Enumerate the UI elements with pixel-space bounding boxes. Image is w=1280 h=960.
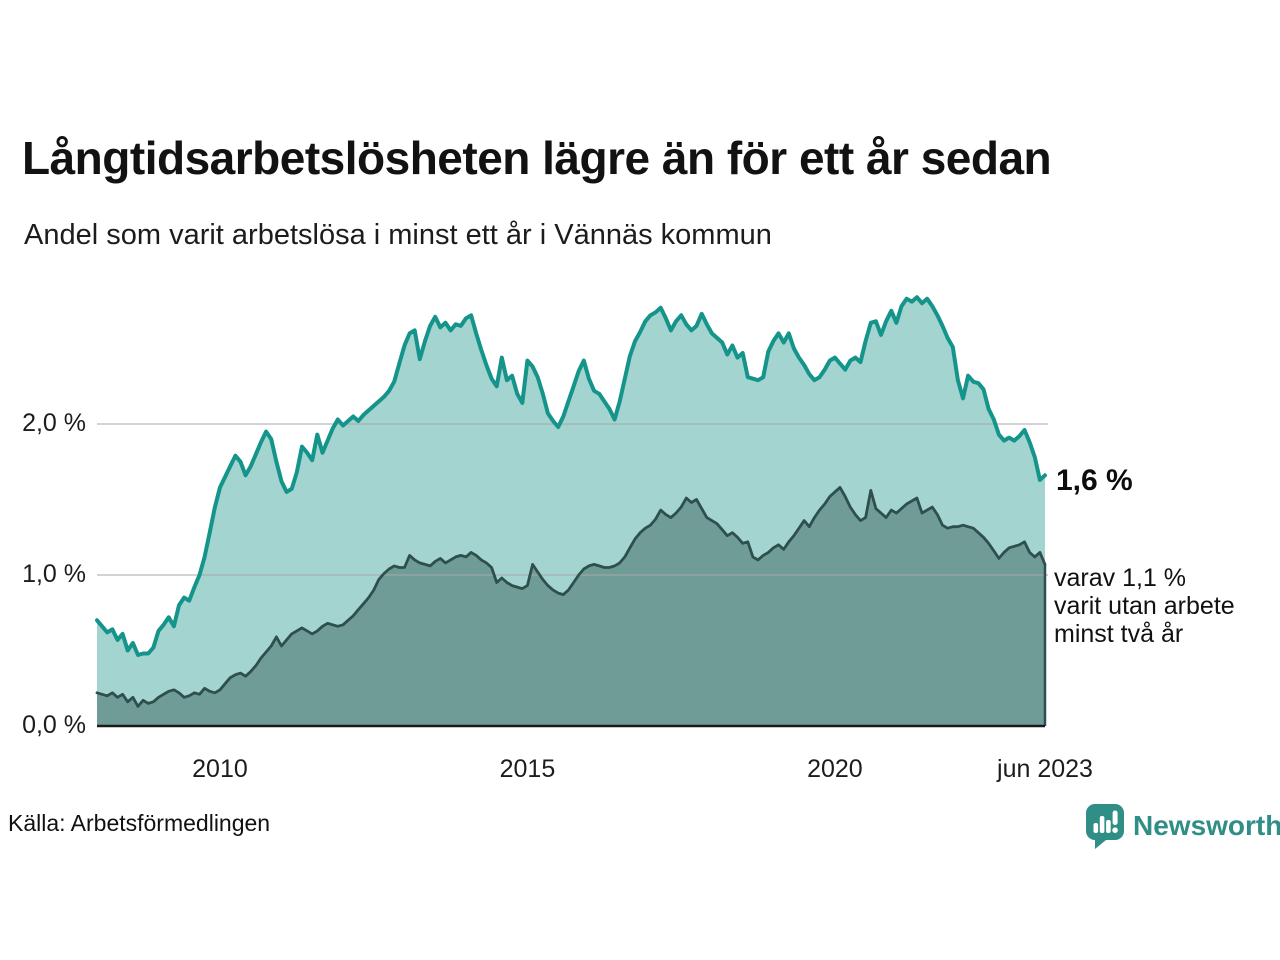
speech-bubble-shape: [1086, 803, 1124, 849]
breakdown-label-line3: minst två år: [1054, 620, 1184, 648]
y-tick-label: 0,0 %: [22, 711, 86, 739]
bar-glyph-2: [1099, 815, 1105, 833]
x-tick-label: 2020: [807, 755, 863, 783]
newsworthy-logo-icon: [1086, 803, 1124, 849]
newsworthy-wordmark: Newsworthy: [1133, 810, 1280, 841]
bar-glyph-3: [1106, 819, 1111, 833]
source-note: Källa: Arbetsförmedlingen: [8, 810, 271, 836]
area-two-year-fill: [97, 487, 1045, 726]
line-total: [95, 295, 1047, 657]
breakdown-label-line2: varit utan arbete: [1054, 592, 1235, 620]
y-tick-label: 2,0 %: [22, 409, 86, 437]
x-tick-label: 2010: [192, 755, 248, 783]
x-tick-label: jun 2023: [997, 755, 1093, 783]
y-tick-label: 1,0 %: [22, 560, 86, 588]
exclamation-bar: [1112, 810, 1118, 825]
exclamation-dot: [1112, 826, 1118, 833]
page-title: Långtidsarbetslösheten lägre än för ett …: [22, 132, 1052, 184]
x-tick-label: 2015: [499, 755, 556, 783]
breakdown-label-line1: varav 1,1 %: [1054, 564, 1187, 592]
line-two-year: [95, 486, 1047, 708]
newsworthy-logo: Newsworthy: [1085, 802, 1280, 850]
latest-value-label: 1,6 %: [1056, 464, 1133, 497]
bar-glyph-1: [1093, 822, 1099, 833]
chart-subtitle: Andel som varit arbetslösa i minst ett å…: [24, 219, 772, 251]
